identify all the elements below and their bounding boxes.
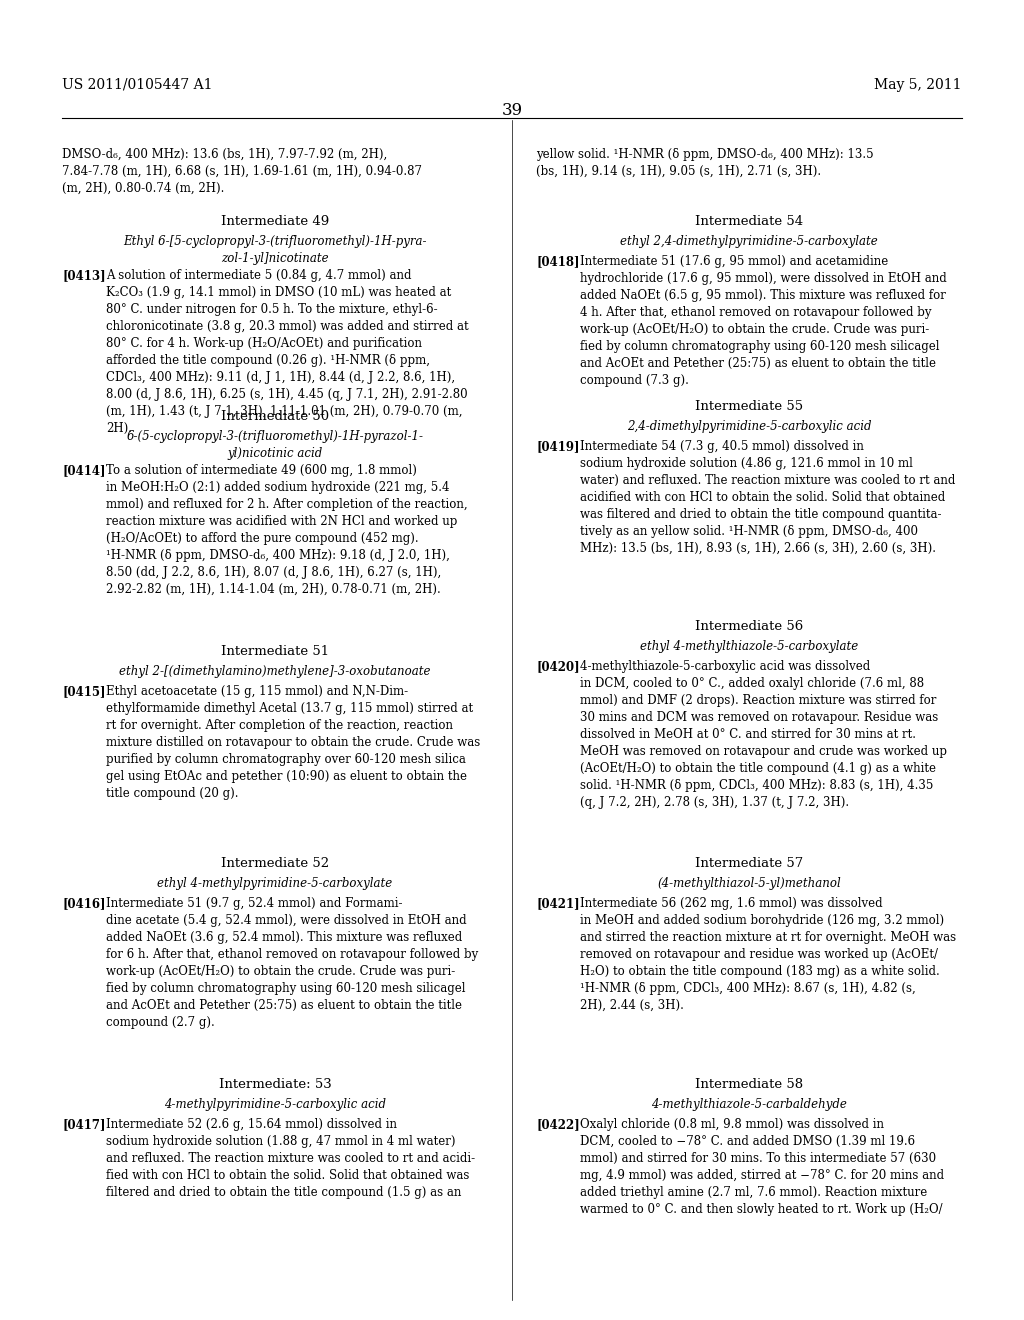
Text: 2,4-dimethylpyrimidine-5-carboxylic acid: 2,4-dimethylpyrimidine-5-carboxylic acid: [627, 420, 871, 433]
Text: A solution of intermediate 5 (0.84 g, 4.7 mmol) and
K₂CO₃ (1.9 g, 14.1 mmol) in : A solution of intermediate 5 (0.84 g, 4.…: [106, 269, 469, 436]
Text: Intermediate 58: Intermediate 58: [695, 1078, 803, 1092]
Text: [0418]: [0418]: [536, 255, 580, 268]
Text: ethyl 2,4-dimethylpyrimidine-5-carboxylate: ethyl 2,4-dimethylpyrimidine-5-carboxyla…: [621, 235, 878, 248]
Text: Intermediate 51: Intermediate 51: [221, 645, 329, 657]
Text: Intermediate 50: Intermediate 50: [221, 411, 329, 422]
Text: (4-methylthiazol-5-yl)methanol: (4-methylthiazol-5-yl)methanol: [657, 876, 841, 890]
Text: ethyl 4-methylpyrimidine-5-carboxylate: ethyl 4-methylpyrimidine-5-carboxylate: [158, 876, 392, 890]
Text: Oxalyl chloride (0.8 ml, 9.8 mmol) was dissolved in
DCM, cooled to −78° C. and a: Oxalyl chloride (0.8 ml, 9.8 mmol) was d…: [580, 1118, 944, 1216]
Text: [0415]: [0415]: [62, 685, 105, 698]
Text: Ethyl 6-[5-cyclopropyl-3-(trifluoromethyl)-1H-pyra-
zol-1-yl]nicotinate: Ethyl 6-[5-cyclopropyl-3-(trifluoromethy…: [123, 235, 427, 265]
Text: yellow solid. ¹H-NMR (δ ppm, DMSO-d₆, 400 MHz): 13.5
(bs, 1H), 9.14 (s, 1H), 9.0: yellow solid. ¹H-NMR (δ ppm, DMSO-d₆, 40…: [536, 148, 873, 178]
Text: 39: 39: [502, 102, 522, 119]
Text: Intermediate 57: Intermediate 57: [695, 857, 803, 870]
Text: Intermediate: 53: Intermediate: 53: [219, 1078, 332, 1092]
Text: Intermediate 54 (7.3 g, 40.5 mmol) dissolved in
sodium hydroxide solution (4.86 : Intermediate 54 (7.3 g, 40.5 mmol) disso…: [580, 440, 955, 554]
Text: Intermediate 56 (262 mg, 1.6 mmol) was dissolved
in MeOH and added sodium borohy: Intermediate 56 (262 mg, 1.6 mmol) was d…: [580, 898, 956, 1012]
Text: Intermediate 56: Intermediate 56: [695, 620, 803, 634]
Text: [0413]: [0413]: [62, 269, 105, 282]
Text: [0421]: [0421]: [536, 898, 580, 909]
Text: [0414]: [0414]: [62, 465, 105, 477]
Text: Intermediate 52 (2.6 g, 15.64 mmol) dissolved in
sodium hydroxide solution (1.88: Intermediate 52 (2.6 g, 15.64 mmol) diss…: [106, 1118, 475, 1199]
Text: Intermediate 51 (17.6 g, 95 mmol) and acetamidine
hydrochloride (17.6 g, 95 mmol: Intermediate 51 (17.6 g, 95 mmol) and ac…: [580, 255, 947, 387]
Text: Intermediate 54: Intermediate 54: [695, 215, 803, 228]
Text: Ethyl acetoacetate (15 g, 115 mmol) and N,N-Dim-
ethylformamide dimethyl Acetal : Ethyl acetoacetate (15 g, 115 mmol) and …: [106, 685, 480, 800]
Text: 4-methylpyrimidine-5-carboxylic acid: 4-methylpyrimidine-5-carboxylic acid: [164, 1098, 386, 1111]
Text: [0420]: [0420]: [536, 660, 580, 673]
Text: [0417]: [0417]: [62, 1118, 105, 1131]
Text: DMSO-d₆, 400 MHz): 13.6 (bs, 1H), 7.97-7.92 (m, 2H),
7.84-7.78 (m, 1H), 6.68 (s,: DMSO-d₆, 400 MHz): 13.6 (bs, 1H), 7.97-7…: [62, 148, 422, 195]
Text: US 2011/0105447 A1: US 2011/0105447 A1: [62, 78, 213, 92]
Text: [0422]: [0422]: [536, 1118, 580, 1131]
Text: 6-(5-cyclopropyl-3-(trifluoromethyl)-1H-pyrazol-1-
yl)nicotinic acid: 6-(5-cyclopropyl-3-(trifluoromethyl)-1H-…: [127, 430, 424, 459]
Text: [0416]: [0416]: [62, 898, 105, 909]
Text: Intermediate 49: Intermediate 49: [221, 215, 329, 228]
Text: 4-methylthiazole-5-carbaldehyde: 4-methylthiazole-5-carbaldehyde: [651, 1098, 847, 1111]
Text: 4-methylthiazole-5-carboxylic acid was dissolved
in DCM, cooled to 0° C., added : 4-methylthiazole-5-carboxylic acid was d…: [580, 660, 947, 809]
Text: Intermediate 55: Intermediate 55: [695, 400, 803, 413]
Text: Intermediate 52: Intermediate 52: [221, 857, 329, 870]
Text: [0419]: [0419]: [536, 440, 580, 453]
Text: To a solution of intermediate 49 (600 mg, 1.8 mmol)
in MeOH:H₂O (2:1) added sodi: To a solution of intermediate 49 (600 mg…: [106, 465, 468, 597]
Text: May 5, 2011: May 5, 2011: [874, 78, 962, 92]
Text: Intermediate 51 (9.7 g, 52.4 mmol) and Formami-
dine acetate (5.4 g, 52.4 mmol),: Intermediate 51 (9.7 g, 52.4 mmol) and F…: [106, 898, 478, 1030]
Text: ethyl 2-[(dimethylamino)methylene]-3-oxobutanoate: ethyl 2-[(dimethylamino)methylene]-3-oxo…: [119, 665, 431, 678]
Text: ethyl 4-methylthiazole-5-carboxylate: ethyl 4-methylthiazole-5-carboxylate: [640, 640, 858, 653]
